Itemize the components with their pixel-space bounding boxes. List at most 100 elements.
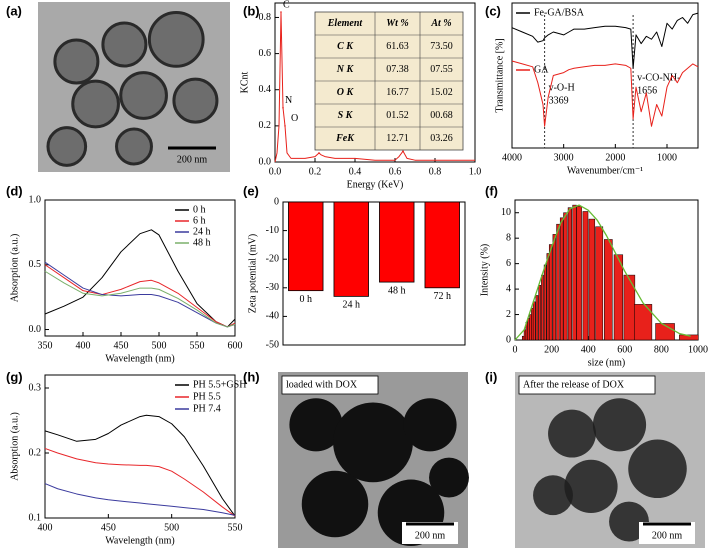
x-tick-label: 400 <box>581 344 596 355</box>
peak-marker <box>318 152 320 154</box>
y-tick-label: -10 <box>266 225 279 236</box>
y-tick-label: 0.4 <box>259 84 272 95</box>
table-cell: N K <box>336 64 355 75</box>
panel-label: (i) <box>485 369 497 384</box>
legend-label: 24 h <box>193 226 211 237</box>
x-tick-label: 0.2 <box>309 166 322 177</box>
histogram-bar <box>548 244 553 341</box>
particle <box>429 457 469 498</box>
line-series <box>44 261 236 328</box>
particle <box>609 501 649 542</box>
caption-box <box>518 375 656 395</box>
y-tick-label: 6 <box>506 258 511 269</box>
y-tick-label: 0.0 <box>259 156 272 167</box>
peak-marker <box>402 150 404 152</box>
bar <box>424 201 460 289</box>
histogram-bar <box>559 217 564 341</box>
line-series <box>44 264 236 328</box>
histogram-bar <box>613 254 624 341</box>
category-label: 24 h <box>343 300 361 311</box>
particle <box>592 398 647 452</box>
histogram-bar <box>538 285 542 341</box>
legend-label: GA <box>534 64 549 75</box>
panel-label: (h) <box>243 369 260 384</box>
y-tick-label: 0.2 <box>29 447 42 458</box>
histogram-bar <box>552 234 557 341</box>
y-tick-label: 0.0 <box>29 324 42 335</box>
y-tick-label: 10 <box>501 207 511 218</box>
histogram-bar <box>679 334 699 341</box>
line-series <box>44 270 236 328</box>
y-tick-label: 0.2 <box>259 120 272 131</box>
category-label: 72 h <box>434 291 452 302</box>
y-tick-label: 2 <box>506 309 511 320</box>
x-tick-label: 450 <box>114 340 129 351</box>
table-cell: 15.02 <box>430 87 453 98</box>
legend-label: PH 5.5 <box>193 391 221 402</box>
table-cell: 03.26 <box>430 133 453 144</box>
histogram-bar <box>604 239 613 341</box>
x-tick-label: 1000 <box>688 344 708 355</box>
caption-box <box>281 375 379 395</box>
y-tick-label: 0.6 <box>259 48 272 59</box>
x-tick-label: 400 <box>38 522 53 533</box>
histogram-bar <box>595 226 604 341</box>
x-axis-label: Wavelength (nm) <box>105 353 174 364</box>
particle <box>628 439 687 499</box>
legend-label: 6 h <box>193 215 206 226</box>
histogram-bar <box>556 223 560 341</box>
table-cell: O K <box>337 87 355 98</box>
table-cell: 61.63 <box>386 41 409 52</box>
annotation-label: v-CO-NH- <box>637 72 680 83</box>
x-tick-label: 550 <box>190 340 205 351</box>
peak-marker <box>280 11 282 13</box>
x-tick-label: 800 <box>654 344 669 355</box>
x-tick-label: 450 <box>101 522 116 533</box>
histogram-bar <box>572 204 577 341</box>
y-axis-label: Absorption (a.u.) <box>9 412 20 481</box>
y-tick-label: 4 <box>506 283 511 294</box>
particle <box>101 21 148 68</box>
scale-bar-bg <box>639 522 695 544</box>
annotation-value: 3369 <box>549 95 569 106</box>
y-tick-label: 0 <box>274 196 279 207</box>
x-tick-label: 0 <box>513 344 518 355</box>
x-tick-label: 4000 <box>502 152 522 163</box>
histogram-bar <box>576 206 582 341</box>
x-tick-label: 600 <box>228 340 243 351</box>
x-tick-label: 350 <box>38 340 53 351</box>
x-tick-label: 600 <box>617 344 632 355</box>
x-tick-label: 200 <box>544 344 559 355</box>
x-axis-label: Energy (KeV) <box>347 179 404 190</box>
scale-bar-bg <box>402 522 458 544</box>
particle <box>564 459 618 513</box>
table-cell: 12.71 <box>386 133 409 144</box>
table-cell: FeK <box>335 133 355 144</box>
particle <box>119 71 168 120</box>
plot-frame <box>511 2 699 149</box>
table-cell: C K <box>337 41 354 52</box>
histogram-bar <box>588 218 596 341</box>
panel-label: (g) <box>6 369 23 384</box>
legend-label: PH 5.5+GSH <box>193 379 246 390</box>
particle <box>289 398 343 452</box>
legend-label: 0 h <box>193 204 206 215</box>
panel-label: (b) <box>243 3 260 18</box>
x-tick-label: 500 <box>164 522 179 533</box>
x-tick-label: 550 <box>228 522 243 533</box>
y-tick-label: 8 <box>506 232 511 243</box>
table-cell: 01.52 <box>386 110 409 121</box>
table-cell: 73.50 <box>430 41 453 52</box>
line-series <box>511 60 699 127</box>
plot-frame <box>44 199 236 337</box>
histogram-bar <box>546 253 550 341</box>
annotation-value: 1656 <box>637 85 657 96</box>
bar <box>333 201 369 297</box>
histogram-bar <box>634 304 653 341</box>
table-header: At % <box>430 18 451 29</box>
x-tick-label: 1.0 <box>469 166 482 177</box>
y-tick-label: -30 <box>266 282 279 293</box>
bar <box>379 201 415 283</box>
